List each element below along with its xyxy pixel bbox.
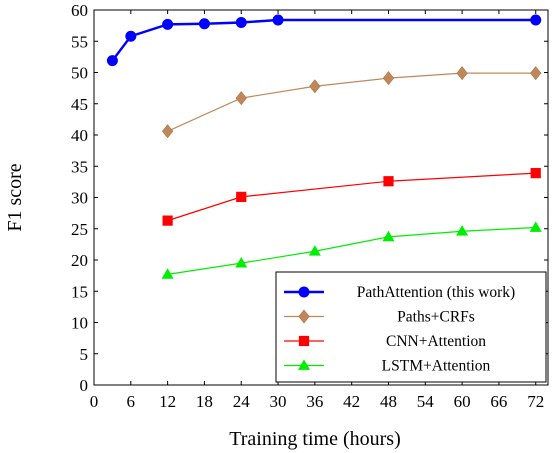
data-point	[529, 221, 542, 232]
x-tick-label: 36	[306, 392, 323, 411]
data-point	[236, 191, 247, 202]
legend-label: PathAttention (this work)	[357, 284, 515, 301]
x-axis-title: Training time (hours)	[229, 428, 400, 450]
x-tick-label: 6	[127, 392, 136, 411]
data-point	[308, 245, 321, 256]
data-point	[456, 66, 468, 81]
data-point	[162, 124, 174, 139]
y-tick-label: 60	[71, 1, 88, 20]
x-tick-label: 24	[233, 392, 251, 411]
series-line	[167, 72, 536, 132]
legend-marker	[298, 309, 310, 324]
series-line	[111, 18, 536, 62]
y-tick-label: 0	[80, 376, 89, 395]
y-axis-title: F1 score	[4, 163, 26, 231]
data-point	[530, 168, 541, 179]
x-tick-label: 42	[343, 392, 360, 411]
y-tick-label: 55	[71, 32, 88, 51]
y-tick-label: 35	[71, 157, 88, 176]
x-tick-label: 0	[90, 392, 99, 411]
y-tick-label: 20	[71, 251, 88, 270]
y-tick-label: 10	[71, 314, 88, 333]
data-point	[272, 14, 284, 26]
legend-label: CNN+Attention	[386, 333, 486, 350]
legend-label: Paths+CRFs	[397, 309, 475, 326]
data-point	[162, 18, 174, 30]
data-point	[125, 30, 137, 42]
data-point	[530, 66, 542, 81]
data-point	[162, 215, 173, 226]
series-0	[111, 18, 536, 62]
y-tick-label: 40	[71, 126, 88, 145]
data-point	[309, 79, 321, 94]
data-point	[235, 91, 247, 106]
legend-marker	[297, 359, 311, 370]
data-point	[382, 71, 395, 86]
data-point	[235, 257, 248, 268]
y-tick-label: 5	[80, 345, 89, 364]
data-point	[383, 176, 394, 187]
x-tick-label: 18	[196, 392, 213, 411]
data-point	[382, 230, 395, 242]
series-2	[167, 172, 536, 222]
legend-label: LSTM+Attention	[382, 358, 491, 375]
data-point	[530, 14, 542, 26]
x-tick-label: 12	[159, 392, 176, 411]
y-tick-label: 30	[71, 189, 88, 208]
data-point	[161, 268, 174, 279]
series-line	[167, 226, 536, 275]
data-point	[235, 17, 247, 28]
series-line	[167, 172, 536, 222]
x-tick-label: 72	[527, 392, 544, 411]
legend-marker	[298, 286, 310, 298]
legend-marker	[298, 335, 310, 347]
x-tick-label: 54	[417, 392, 435, 411]
y-tick-label: 25	[71, 220, 88, 239]
y-tick-label: 45	[71, 95, 88, 114]
x-tick-label: 30	[270, 392, 287, 411]
x-tick-label: 60	[454, 392, 471, 411]
data-point	[456, 225, 469, 236]
legend-box	[275, 271, 547, 383]
data-point	[106, 55, 118, 67]
y-tick-label: 50	[71, 64, 88, 83]
y-tick-label: 15	[71, 282, 88, 301]
data-point	[198, 18, 210, 30]
series-3	[167, 226, 536, 275]
series-1	[167, 72, 536, 132]
x-tick-label: 66	[490, 392, 507, 411]
x-tick-label: 48	[380, 392, 397, 411]
